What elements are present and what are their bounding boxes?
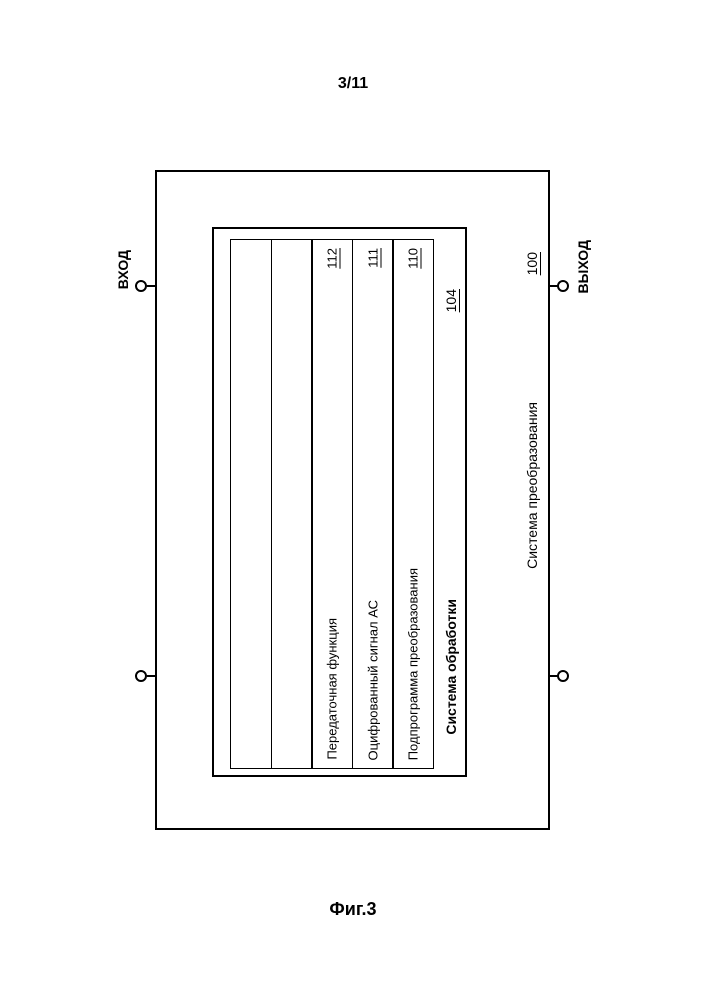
processing-system-ref: 104 — [443, 289, 459, 312]
figure-label: Фиг.3 — [329, 899, 376, 920]
table-row: Оцифрованный сигнал АС 111 — [352, 239, 394, 769]
row-label: Передаточная функция — [325, 618, 340, 760]
input-port-2 — [135, 670, 147, 682]
diagram: ВХОД ВЫХОД Система преобразования 100 Си… — [60, 120, 646, 880]
row-ref: 111 — [365, 248, 380, 268]
row-ref: 110 — [406, 248, 421, 269]
conversion-system-title: Система преобразования — [524, 402, 540, 569]
rows-container: Подпрограмма преобразования 110 Оцифрова… — [224, 239, 434, 769]
input-label: ВХОД — [115, 250, 131, 289]
processing-system-title: Система обработки — [443, 599, 459, 735]
input-port-1 — [135, 280, 147, 292]
table-row: Передаточная функция 112 — [311, 239, 353, 769]
output-label: ВЫХОД — [575, 240, 591, 293]
table-row — [271, 239, 313, 769]
output-port-1 — [557, 280, 569, 292]
row-label: Оцифрованный сигнал АС — [365, 600, 380, 760]
processing-system-box: Система обработки 104 Подпрограмма преоб… — [212, 227, 467, 777]
row-ref: 112 — [325, 248, 340, 269]
output-port-2 — [557, 670, 569, 682]
conversion-system-box: Система преобразования 100 Система обраб… — [155, 170, 550, 830]
row-label: Подпрограмма преобразования — [406, 568, 421, 760]
table-row — [230, 239, 272, 769]
table-row: Подпрограмма преобразования 110 — [392, 239, 434, 769]
conversion-system-ref: 100 — [524, 252, 540, 275]
page-number: 3/11 — [338, 75, 368, 93]
